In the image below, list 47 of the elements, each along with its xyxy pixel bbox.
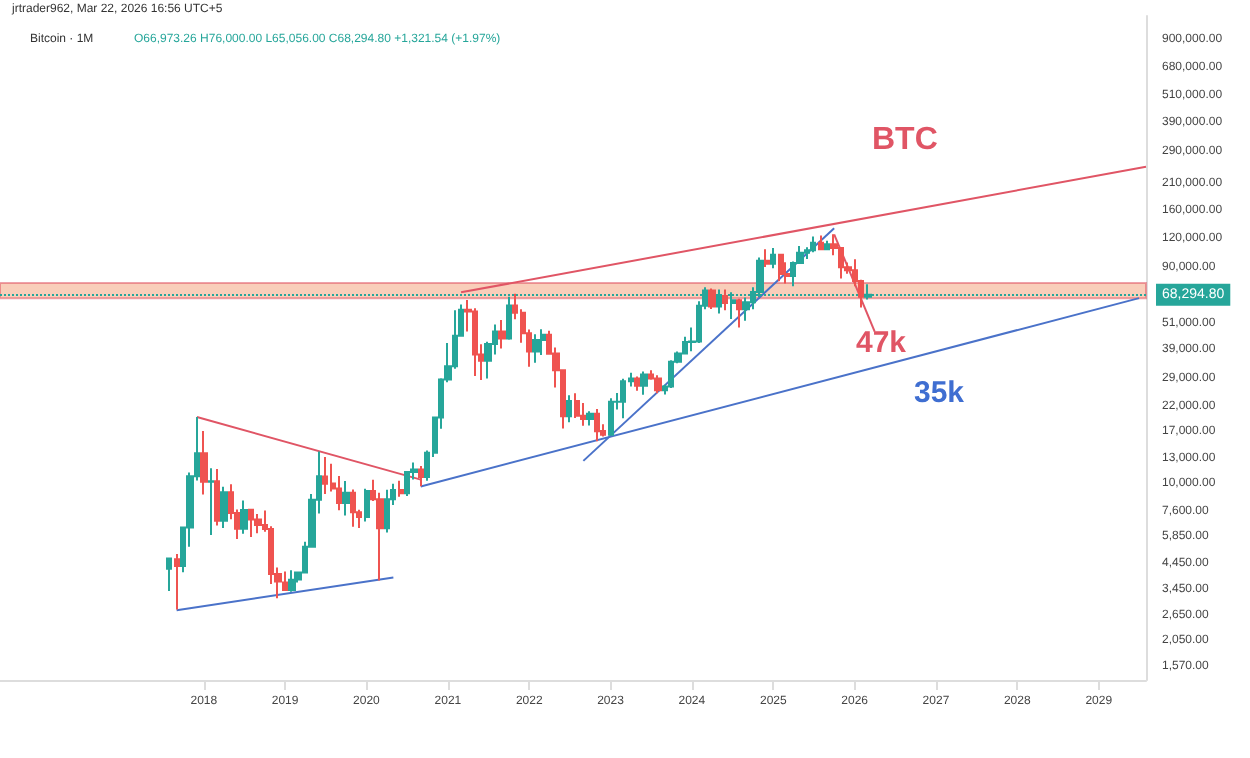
candlestick bbox=[404, 470, 410, 498]
candlestick bbox=[722, 288, 728, 312]
candlestick bbox=[350, 488, 356, 528]
candlestick bbox=[200, 430, 208, 496]
candlestick bbox=[418, 464, 424, 488]
candlestick bbox=[654, 374, 662, 395]
candlestick bbox=[770, 247, 776, 270]
candlestick bbox=[254, 513, 262, 535]
candlestick bbox=[240, 499, 248, 535]
annotation: 35k bbox=[914, 376, 966, 410]
candlestick bbox=[498, 318, 506, 350]
candlestick bbox=[682, 335, 688, 355]
candlestick bbox=[220, 485, 228, 530]
candlestick bbox=[810, 235, 816, 254]
candlestick bbox=[384, 488, 390, 534]
candlestick bbox=[640, 370, 648, 396]
candlestick bbox=[608, 397, 614, 437]
candlestick bbox=[342, 479, 350, 517]
candlestick bbox=[566, 394, 572, 424]
candlestick bbox=[668, 359, 674, 390]
candlestick bbox=[708, 287, 716, 310]
candlestick bbox=[620, 377, 626, 420]
candlestick bbox=[532, 333, 540, 364]
candlestick bbox=[322, 456, 328, 496]
candlestick bbox=[248, 508, 254, 538]
candlestick bbox=[174, 553, 180, 611]
candlestick bbox=[540, 328, 546, 356]
candlestick bbox=[472, 307, 478, 377]
candlestick bbox=[166, 557, 172, 592]
candlestick bbox=[214, 467, 220, 527]
candlestick bbox=[764, 248, 770, 268]
candlestick bbox=[736, 297, 742, 329]
candlestick bbox=[586, 410, 594, 427]
candlestick bbox=[784, 261, 790, 285]
candlestick bbox=[594, 407, 600, 443]
candlestick bbox=[574, 392, 580, 420]
candlestick bbox=[634, 375, 640, 392]
annotation: BTC bbox=[872, 123, 939, 157]
candlestick bbox=[364, 487, 370, 523]
candlestick bbox=[818, 234, 824, 252]
candlestick bbox=[824, 239, 830, 252]
candlestick bbox=[288, 569, 296, 593]
annotation: 47k bbox=[856, 326, 908, 360]
candlestick bbox=[398, 479, 404, 498]
candlestick bbox=[208, 467, 214, 536]
candlestick bbox=[282, 570, 288, 592]
candlestick bbox=[778, 253, 784, 283]
